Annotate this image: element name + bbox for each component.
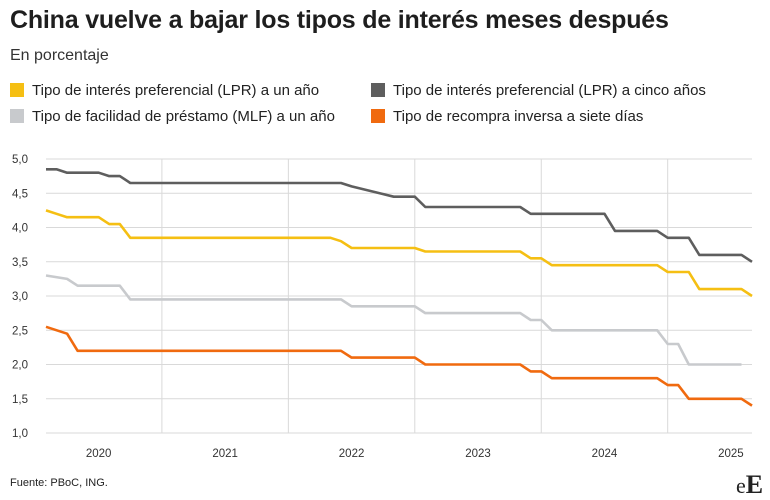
y-tick-label: 4,0 — [12, 223, 28, 235]
logo-small: e — [736, 473, 746, 498]
y-tick-label: 3,5 — [12, 257, 28, 269]
line-chart: 5,0 4,5 4,0 3,5 3,0 2,5 2,0 1,5 1,0 2020 2021 2022 2… — [12, 154, 753, 460]
series-line — [45, 325, 753, 407]
y-tick-label: 3,0 — [12, 291, 28, 303]
y-tick-label: 5,0 — [12, 154, 28, 166]
y-tick-label: 4,5 — [12, 188, 28, 200]
legend-swatch-repo-7d — [371, 109, 385, 123]
x-tick-label: 2024 — [592, 448, 618, 460]
series-line — [45, 274, 742, 366]
legend-label-repo-7d: Tipo de recompra inversa a siete días — [393, 107, 644, 125]
y-tick-label: 2,0 — [12, 360, 28, 372]
y-tick-label: 1,5 — [12, 394, 28, 406]
series-line — [45, 209, 753, 298]
publisher-logo: eE — [736, 470, 763, 500]
legend-item-repo-7d: Tipo de recompra inversa a siete días — [371, 106, 643, 126]
x-tick-label: 2025 — [718, 448, 744, 460]
legend-label-mlf: Tipo de facilidad de préstamo (MLF) a un… — [32, 107, 335, 125]
legend-item-lpr-1y: Tipo de interés preferencial (LPR) a un … — [10, 80, 319, 100]
x-tick-label: 2023 — [465, 448, 491, 460]
series-lines — [45, 168, 753, 407]
chart-title: China vuelve a bajar los tipos de interé… — [10, 6, 669, 34]
y-tick-label: 1,0 — [12, 428, 28, 440]
legend-item-lpr-5y: Tipo de interés preferencial (LPR) a cin… — [371, 80, 706, 100]
legend-label-lpr-1y: Tipo de interés preferencial (LPR) a un … — [32, 81, 320, 99]
x-tick-label: 2021 — [212, 448, 238, 460]
x-tick-label: 2022 — [339, 448, 365, 460]
grid-lines — [46, 158, 752, 434]
legend-swatch-mlf — [10, 109, 24, 123]
legend-label-lpr-5y: Tipo de interés preferencial (LPR) a cin… — [393, 81, 706, 99]
y-tick-label: 2,5 — [12, 325, 28, 337]
x-tick-label: 2020 — [86, 448, 112, 460]
logo-big: E — [745, 470, 764, 499]
legend-item-mlf: Tipo de facilidad de préstamo (MLF) a un… — [10, 106, 335, 126]
chart-subtitle: En porcentaje — [10, 47, 109, 64]
source-note: Fuente: PBoC, ING. — [10, 477, 108, 489]
legend-swatch-lpr-1y — [10, 83, 24, 97]
legend-swatch-lpr-5y — [371, 83, 385, 97]
axis-labels: 5,0 4,5 4,0 3,5 3,0 2,5 2,0 1,5 1,0 2020 2021 2022 2… — [12, 154, 744, 460]
series-line — [46, 168, 753, 263]
